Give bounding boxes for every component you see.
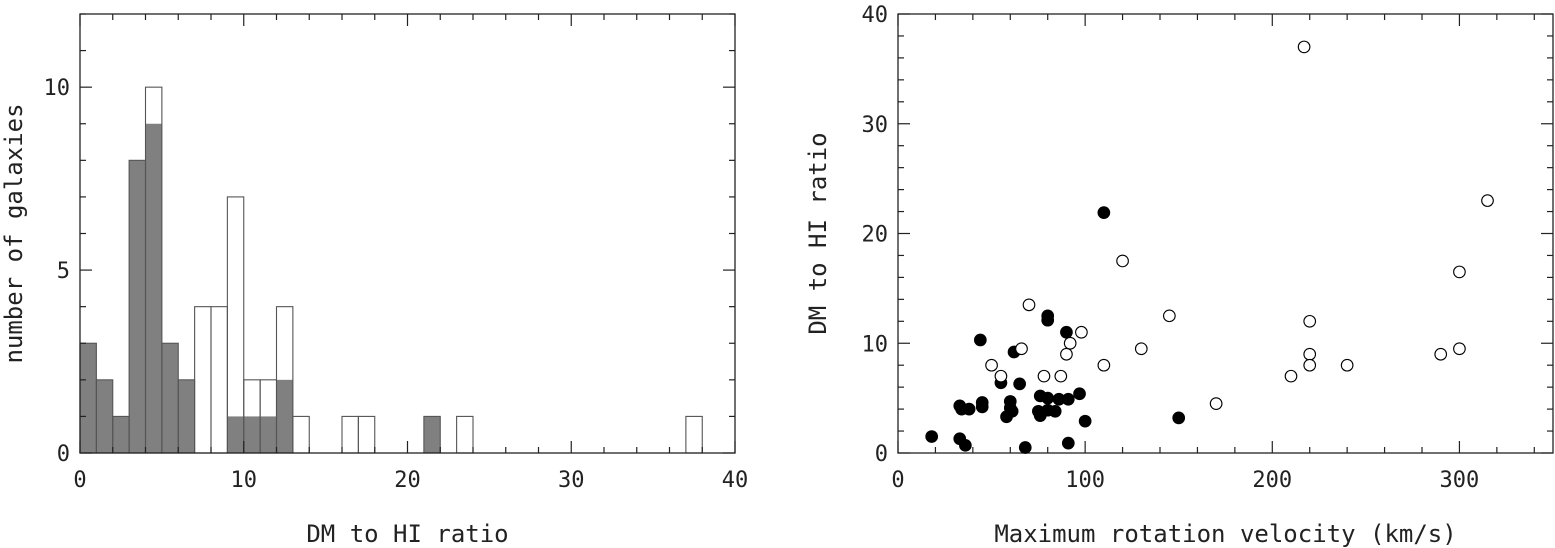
filled-point: [1073, 387, 1086, 401]
x-tick-label: 300: [1440, 468, 1480, 493]
filled-bar: [161, 343, 179, 453]
filled-point: [1097, 206, 1111, 219]
filled-point: [1013, 377, 1026, 391]
open-point: [1453, 265, 1466, 279]
open-point: [1209, 397, 1223, 410]
y-tick-label: 0: [57, 442, 70, 467]
open-point: [1063, 336, 1077, 350]
open-point: [1340, 358, 1354, 372]
filled-bar: [129, 160, 146, 454]
y-tick-label: 10: [862, 332, 889, 357]
outline-bar: [210, 306, 228, 454]
open-point: [1134, 342, 1148, 356]
outline-bar: [685, 415, 703, 454]
outline-bar: [194, 306, 212, 454]
filled-point: [925, 430, 939, 443]
open-point: [1434, 347, 1448, 361]
filled-bar: [178, 379, 195, 453]
x-axis-title: Maximum rotation velocity (km/s): [994, 520, 1456, 548]
open-point: [1075, 325, 1088, 339]
open-point: [1303, 347, 1317, 361]
filled-point: [1041, 391, 1055, 405]
x-tick-label: 30: [558, 468, 585, 493]
filled-bar: [276, 379, 293, 453]
y-tick-label: 10: [44, 76, 71, 101]
filled-point: [973, 333, 987, 347]
open-point: [1054, 369, 1068, 383]
filled-point: [1061, 436, 1075, 450]
open-point: [1060, 347, 1073, 361]
filled-bar: [227, 416, 244, 453]
open-point: [985, 358, 998, 372]
filled-point: [1048, 404, 1062, 418]
filled-bar: [80, 343, 97, 453]
y-tick-label: 30: [862, 113, 889, 138]
filled-point: [975, 396, 989, 409]
filled-bar: [96, 379, 113, 453]
x-tick-label: 100: [1065, 468, 1105, 493]
scatter-frame: [897, 13, 1554, 454]
filled-point: [1018, 441, 1032, 454]
y-tick-label: 5: [57, 259, 70, 284]
filled-point: [1005, 404, 1019, 418]
filled-bar: [423, 416, 441, 453]
open-point: [1284, 369, 1298, 383]
filled-point: [1061, 392, 1075, 406]
filled-point: [1078, 414, 1092, 428]
outline-bar: [226, 196, 245, 454]
filled-bar: [243, 416, 261, 453]
histogram-panel: 0 10 20 30 40 0 5 10 DM to HI ratio number of gal…: [0, 13, 749, 548]
open-point: [1453, 342, 1466, 356]
x-tick-label: 0: [891, 468, 904, 493]
filled-bar: [260, 416, 277, 453]
open-point: [1097, 358, 1111, 372]
filled-point: [1172, 411, 1186, 425]
y-tick-label: 40: [862, 3, 889, 28]
x-axis-title: DM to HI ratio: [306, 520, 508, 548]
filled-point: [962, 402, 976, 416]
x-tick-label: 20: [394, 468, 421, 493]
x-tick-label: 0: [73, 468, 86, 493]
open-point: [1163, 309, 1176, 323]
scatter-panel: 0 100 200 300 0 10 20 30 40 Maximum rotation velo…: [804, 3, 1554, 548]
x-tick-label: 200: [1252, 468, 1292, 493]
open-point: [1037, 369, 1051, 383]
open-point: [994, 369, 1008, 383]
y-axis-title: number of galaxies: [0, 103, 28, 363]
y-axis-title: DM to HI ratio: [804, 132, 832, 334]
x-tick-label: 40: [722, 468, 749, 493]
open-point: [1481, 194, 1494, 207]
filled-point: [1060, 325, 1073, 339]
outline-bar: [292, 415, 310, 454]
open-point: [1303, 358, 1317, 372]
open-point: [1116, 254, 1129, 268]
x-tick-label: 10: [231, 468, 258, 493]
open-point: [1015, 342, 1028, 356]
open-point: [1022, 298, 1036, 312]
y-tick-label: 0: [875, 442, 888, 467]
outline-bar: [341, 415, 359, 454]
open-point: [1297, 40, 1311, 54]
outline-bar: [456, 415, 474, 454]
filled-point: [1041, 313, 1055, 327]
filled-point: [959, 438, 972, 452]
open-point: [1303, 314, 1317, 328]
outline-bar: [357, 415, 376, 454]
y-tick-label: 20: [862, 223, 889, 248]
filled-bar: [145, 123, 162, 453]
filled-bar: [112, 416, 130, 453]
